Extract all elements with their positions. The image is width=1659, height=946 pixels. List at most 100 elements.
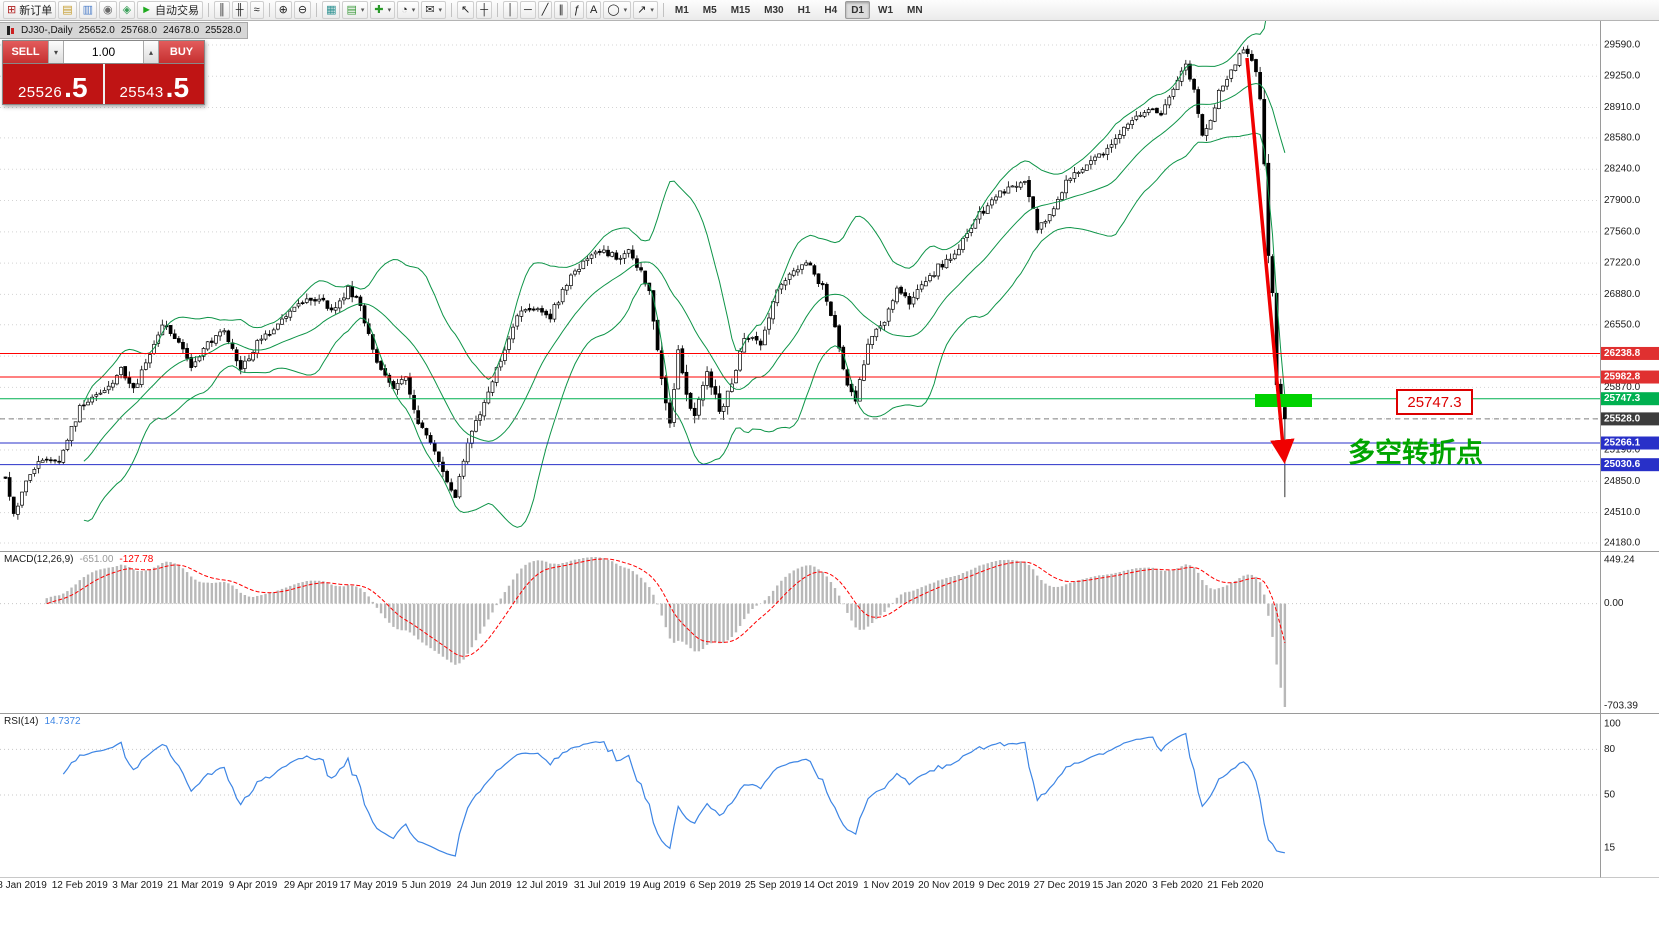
new-order-button-label: 新订单	[19, 5, 53, 17]
buy-button[interactable]: BUY	[159, 41, 204, 63]
strategy-tester-icon[interactable]: ◈	[118, 1, 136, 19]
zoom-in-icon: ⊕	[278, 3, 288, 16]
timeframe-w1-button[interactable]: W1	[878, 4, 893, 16]
timeframe-h4-button[interactable]: H4	[824, 4, 838, 16]
horizontal-line-icon[interactable]: ─	[519, 1, 536, 19]
svg-text:24 Jun 2019: 24 Jun 2019	[457, 880, 512, 891]
horizontal-line-icon: ─	[523, 3, 532, 16]
periods-icon[interactable]: ◔ ▾	[397, 1, 420, 19]
svg-text:80: 80	[1604, 744, 1616, 755]
shapes-icon[interactable]: ◯ ▾	[603, 1, 632, 19]
volume-down-button[interactable]: ▾	[48, 41, 64, 63]
buy-price-button[interactable]: 25543 .5	[102, 64, 204, 104]
main-grid	[0, 44, 1600, 544]
cursor-icon: ↖	[461, 3, 471, 16]
toolbar-separator	[316, 3, 318, 17]
timeframe-m5-button[interactable]: M5	[702, 4, 717, 16]
svg-text:26550.0: 26550.0	[1604, 319, 1641, 330]
svg-text:5 Jun 2019: 5 Jun 2019	[402, 880, 452, 891]
svg-text:100: 100	[1604, 719, 1621, 730]
svg-text:1 Nov 2019: 1 Nov 2019	[863, 880, 915, 891]
add-indicator-icon[interactable]: ✚ ▾	[370, 1, 396, 19]
horizontal-level-lines[interactable]	[0, 352, 1600, 466]
fibonacci-icon[interactable]: ƒ	[569, 1, 584, 19]
cursor-icon[interactable]: ↖	[457, 1, 475, 19]
text-label-icon[interactable]: A	[585, 1, 602, 19]
svg-text:17 May 2019: 17 May 2019	[340, 880, 398, 891]
toolbar-separator	[208, 3, 209, 17]
buy-price-fraction: .5	[165, 72, 190, 104]
vertical-line-icon: │	[507, 3, 514, 16]
ohlc-low: 24678.0	[163, 25, 200, 36]
channel-icon[interactable]: ∥	[554, 1, 568, 19]
svg-text:9 Dec 2019: 9 Dec 2019	[979, 880, 1031, 891]
indicator-window-icon[interactable]: ▤ ▾	[342, 1, 369, 19]
zoom-in-icon[interactable]: ⊕	[274, 1, 292, 19]
rsi-panel	[0, 732, 1600, 857]
crosshair-icon[interactable]: ┼	[476, 1, 493, 19]
toolbar: ⊞ 新订单 ▤ ▥ ◉ ◈ ► 自动交易 ║ ╫ ≈ ⊕ ⊖ ▦ ▤ ▾ ✚ ▾ ◔ ▾ ✉ ▾ ↖ ┼ │ ─ ╱ ∥ ƒ A ◯ ▾ ↗ ▾ M…	[0, 0, 1659, 21]
timeframe-mn-button[interactable]: MN	[907, 4, 923, 16]
volume-up-button[interactable]: ▴	[143, 41, 159, 63]
rsi-axis: 100 80 50 15 RSI(14) 14.7372	[4, 716, 1621, 854]
svg-text:25030.6: 25030.6	[1604, 459, 1641, 470]
timeframe-m30-button[interactable]: M30	[764, 4, 784, 16]
dropdown-caret-icon: ▾	[650, 7, 654, 14]
sell-price: 25526	[17, 84, 63, 101]
dropdown-caret-icon: ▾	[438, 7, 443, 14]
line-chart-icon[interactable]: ≈	[249, 1, 264, 19]
bar-chart-icon[interactable]: ║	[214, 1, 230, 19]
panel-separators	[0, 20, 1659, 878]
svg-text:26880.0: 26880.0	[1604, 289, 1641, 300]
svg-text:25 Sep 2019: 25 Sep 2019	[745, 880, 802, 891]
chart-objects[interactable]	[1245, 57, 1312, 464]
data-window-icon[interactable]: ▥	[78, 1, 98, 19]
svg-text:29590.0: 29590.0	[1604, 39, 1641, 50]
macd-axis: 449.24 0.00 -703.39 MACD(12,26,9) -651.00 -12…	[4, 554, 1638, 712]
one-click-trading-panel: SELL ▾ ▴ BUY 25526 .5 25543 .5	[2, 40, 205, 105]
vertical-line-icon[interactable]: │	[503, 1, 518, 19]
sell-price-button[interactable]: 25526 .5	[3, 64, 103, 104]
turning-point-label[interactable]: 多空转折点	[1348, 438, 1483, 468]
timeframe-d1-button[interactable]: D1	[845, 1, 870, 19]
zoom-out-icon[interactable]: ⊖	[293, 1, 312, 19]
timeframe-m15-button[interactable]: M15	[730, 4, 751, 16]
navigator-icon: ◉	[103, 3, 113, 16]
svg-text:29 Apr 2019: 29 Apr 2019	[284, 880, 338, 891]
trend-arrow[interactable]	[1245, 57, 1295, 464]
sell-button[interactable]: SELL	[3, 41, 48, 63]
templates-icon[interactable]: ✉ ▾	[421, 1, 447, 19]
new-order-button[interactable]: ⊞ 新订单	[3, 1, 57, 19]
candlestick-mini-icon	[6, 26, 15, 35]
svg-text:449.24: 449.24	[1604, 555, 1635, 566]
trendline-icon[interactable]: ╱	[537, 1, 553, 19]
candlestick-chart-icon[interactable]: ╫	[231, 1, 248, 19]
arrow-tools-icon[interactable]: ↗ ▾	[633, 1, 658, 19]
svg-text:25190.0: 25190.0	[1604, 445, 1641, 456]
navigator-icon[interactable]: ◉	[99, 1, 117, 19]
price-level-callout[interactable]: 25747.3	[1396, 389, 1473, 415]
svg-text:12 Feb 2019: 12 Feb 2019	[52, 880, 109, 891]
auto-trading-button[interactable]: ► 自动交易	[137, 1, 203, 19]
dropdown-caret-icon: ▾	[387, 7, 392, 14]
ohlc-high: 25768.0	[120, 25, 157, 36]
volume-input[interactable]	[64, 41, 143, 63]
svg-text:15: 15	[1604, 843, 1616, 854]
tile-windows-icon: ▦	[326, 3, 337, 16]
trade-controls-row: SELL ▾ ▴ BUY	[3, 41, 204, 63]
market-watch-icon[interactable]: ▤	[58, 1, 77, 19]
highlight-rectangle[interactable]	[1255, 394, 1312, 407]
candlestick-chart-icon: ╫	[235, 3, 244, 16]
fibonacci-icon: ƒ	[573, 3, 580, 16]
tile-windows-icon[interactable]: ▦	[322, 1, 341, 19]
svg-text:15 Jan 2020: 15 Jan 2020	[1092, 880, 1147, 891]
timeframe-m1-button[interactable]: M1	[674, 4, 689, 16]
periods-icon: ◔	[401, 3, 408, 16]
arrow-tools-icon: ↗	[637, 3, 647, 16]
price-axis: 29590.0 29250.0 28910.0 28580.0 28240.0 27900…	[1601, 39, 1659, 548]
timeframe-h1-button[interactable]: H1	[797, 4, 811, 16]
chart-title-bar[interactable]: DJ30-,Daily 25652.0 25768.0 24678.0 2552…	[0, 22, 249, 39]
rsi-header: RSI(14) 14.7372	[4, 716, 81, 727]
trade-prices-row: 25526 .5 25543 .5	[3, 63, 204, 104]
